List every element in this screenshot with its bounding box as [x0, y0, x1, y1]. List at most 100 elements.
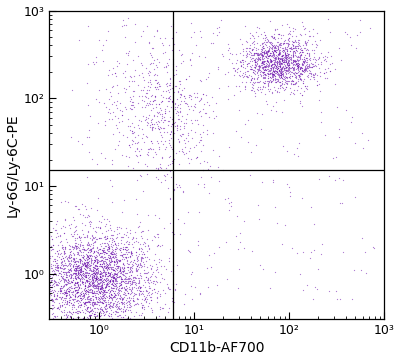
Point — [240, 74, 246, 80]
Point — [132, 275, 139, 281]
Point — [87, 249, 93, 255]
Point — [96, 285, 103, 291]
Point — [172, 106, 178, 112]
Point — [115, 242, 122, 247]
Point — [120, 244, 126, 249]
Point — [261, 64, 268, 70]
Point — [76, 212, 83, 217]
Point — [290, 45, 296, 51]
Point — [314, 82, 320, 88]
Point — [284, 48, 290, 54]
Point — [100, 297, 106, 303]
Point — [152, 149, 158, 155]
Point — [296, 61, 302, 67]
Point — [277, 62, 283, 68]
Point — [278, 56, 284, 62]
Point — [140, 282, 146, 288]
Point — [370, 244, 376, 249]
Point — [82, 288, 88, 293]
Point — [297, 70, 304, 76]
Point — [301, 69, 308, 75]
Point — [122, 270, 128, 276]
Point — [64, 254, 71, 260]
Point — [153, 261, 159, 267]
Point — [102, 118, 108, 123]
Point — [124, 295, 130, 300]
Point — [280, 74, 286, 79]
Point — [278, 71, 285, 77]
Point — [88, 258, 94, 264]
Point — [143, 163, 150, 169]
Point — [142, 90, 149, 96]
Point — [279, 57, 285, 63]
Point — [100, 248, 106, 254]
Point — [97, 246, 103, 252]
Point — [152, 94, 159, 100]
Point — [158, 271, 164, 277]
Point — [130, 298, 136, 304]
Point — [93, 161, 100, 167]
Point — [97, 261, 104, 267]
Point — [77, 292, 84, 298]
Point — [73, 266, 80, 272]
Point — [264, 69, 271, 74]
Point — [90, 299, 96, 305]
Point — [169, 86, 176, 91]
Point — [284, 64, 290, 70]
Point — [110, 264, 116, 270]
Point — [54, 264, 60, 270]
Point — [177, 123, 184, 129]
Point — [118, 308, 125, 313]
Point — [267, 65, 273, 70]
Point — [231, 68, 238, 74]
Point — [73, 264, 80, 269]
Point — [78, 263, 84, 269]
Point — [71, 256, 78, 262]
Point — [114, 271, 120, 277]
Point — [128, 265, 134, 270]
Point — [112, 277, 118, 282]
Point — [103, 276, 109, 282]
Point — [57, 294, 64, 300]
Point — [147, 50, 153, 56]
Point — [175, 136, 181, 142]
Point — [288, 82, 294, 87]
Point — [74, 293, 81, 299]
Point — [72, 284, 79, 290]
Point — [129, 141, 135, 147]
Point — [296, 45, 303, 51]
Point — [125, 265, 132, 270]
Point — [298, 64, 304, 70]
Point — [86, 308, 93, 314]
Point — [88, 301, 95, 307]
Point — [318, 59, 324, 65]
Point — [110, 288, 116, 294]
Point — [173, 29, 179, 35]
Point — [92, 285, 98, 291]
Point — [321, 66, 328, 72]
Point — [279, 66, 286, 72]
Point — [198, 95, 204, 100]
Point — [104, 262, 111, 268]
Point — [139, 104, 146, 110]
Point — [295, 67, 301, 73]
Point — [122, 308, 128, 313]
Point — [286, 55, 292, 61]
Point — [108, 266, 114, 271]
Point — [87, 296, 93, 302]
Point — [96, 289, 102, 295]
Point — [150, 124, 156, 130]
Point — [168, 135, 174, 141]
Point — [143, 134, 149, 139]
Point — [314, 78, 320, 84]
Point — [96, 302, 102, 308]
Point — [295, 45, 302, 51]
Point — [269, 33, 276, 39]
Point — [124, 270, 130, 275]
Point — [86, 255, 93, 261]
Point — [278, 69, 284, 75]
Point — [302, 66, 309, 72]
Point — [264, 61, 270, 67]
Point — [88, 248, 94, 254]
Point — [144, 87, 150, 92]
